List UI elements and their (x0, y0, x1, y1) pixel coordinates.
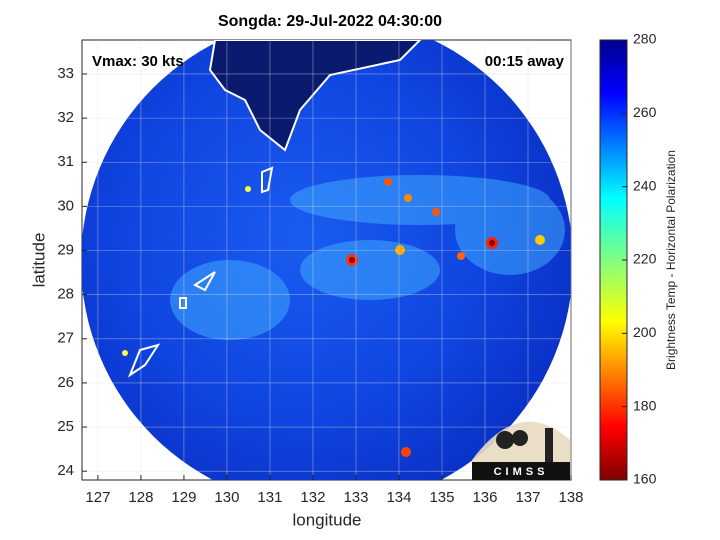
annotation: Vmax: 30 kts (92, 53, 184, 70)
colorbar-tick-label: 280 (633, 31, 657, 47)
x-tick-label: 138 (558, 489, 583, 506)
grid (82, 40, 572, 480)
logo: CIMSS (472, 421, 570, 480)
y-tick-label: 24 (57, 462, 74, 479)
colorbar-tick-label: 240 (633, 177, 657, 193)
x-tick-label: 128 (128, 489, 153, 506)
chart-title: Songda: 29-Jul-2022 04:30:00 (218, 13, 442, 30)
y-tick-label: 28 (57, 286, 74, 303)
x-tick-label: 136 (472, 489, 497, 506)
convection (122, 178, 545, 457)
y-tick-label: 25 (57, 418, 74, 435)
x-tick-label: 129 (171, 489, 196, 506)
y-tick-label: 33 (57, 65, 74, 82)
y-tick-label: 29 (57, 241, 74, 258)
logo-text: CIMSS (494, 466, 549, 478)
x-tick-label: 127 (85, 489, 110, 506)
x-tick-label: 134 (386, 489, 411, 506)
coastlines (127, 166, 274, 378)
colorbar-tick-label: 260 (633, 104, 657, 120)
colorbar-tick-label: 180 (633, 397, 657, 413)
x-axis-label: longitude (292, 510, 361, 529)
y-tick-label: 30 (57, 197, 74, 214)
x-tick-label: 135 (429, 489, 454, 506)
x-tick-label: 137 (515, 489, 540, 506)
y-tick-label: 31 (57, 153, 74, 170)
annotation: 00:15 away (485, 53, 565, 70)
y-tick-label: 26 (57, 374, 74, 391)
x-tick-label: 130 (214, 489, 239, 506)
satellite-image (82, 40, 571, 480)
x-tick-label: 131 (257, 489, 282, 506)
colorbar-tick-label: 200 (633, 324, 657, 340)
x-tick-label: 132 (300, 489, 325, 506)
y-tick-label: 32 (57, 109, 74, 126)
colorbar-tick-label: 220 (633, 251, 657, 267)
colorbar-tick-label: 160 (633, 471, 657, 487)
x-tick-label: 133 (343, 489, 368, 506)
colorbar-label: Brightness Temp - Horizontal Polarizatio… (664, 150, 678, 370)
ticks: 127 128 129 130 131 132 133 134 135 136 137 138 24 25… (57, 65, 583, 506)
land (208, 40, 422, 152)
y-axis-label: latitude (29, 233, 48, 288)
y-tick-label: 27 (57, 330, 74, 347)
